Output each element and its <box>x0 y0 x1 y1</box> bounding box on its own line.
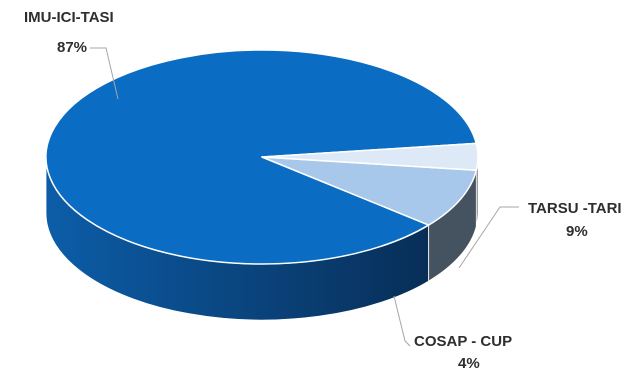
pie-slice-cosap <box>261 142 479 171</box>
leader-line-cosap <box>393 295 411 347</box>
data-label-tarsu: TARSU -TARI 9% <box>528 200 622 240</box>
data-label-tarsu-name: TARSU -TARI <box>528 200 622 217</box>
leader-line-tarsu <box>458 206 519 269</box>
data-label-imu-name: IMU-ICI-TASI <box>24 9 114 26</box>
data-label-imu: IMU-ICI-TASI 87% <box>24 9 114 56</box>
pie-slice-imu <box>45 49 477 265</box>
data-label-cosap-value: 4% <box>458 355 480 372</box>
data-label-cosap: COSAP - CUP 4% <box>414 333 512 372</box>
leader-lines <box>90 47 519 347</box>
leader-line-imu <box>90 47 119 100</box>
data-label-tarsu-value: 9% <box>566 223 588 240</box>
pie-top-layer <box>45 49 479 265</box>
pie-slice-tarsu <box>261 156 478 226</box>
data-label-imu-value: 87% <box>57 39 87 56</box>
data-label-cosap-name: COSAP - CUP <box>414 333 512 350</box>
